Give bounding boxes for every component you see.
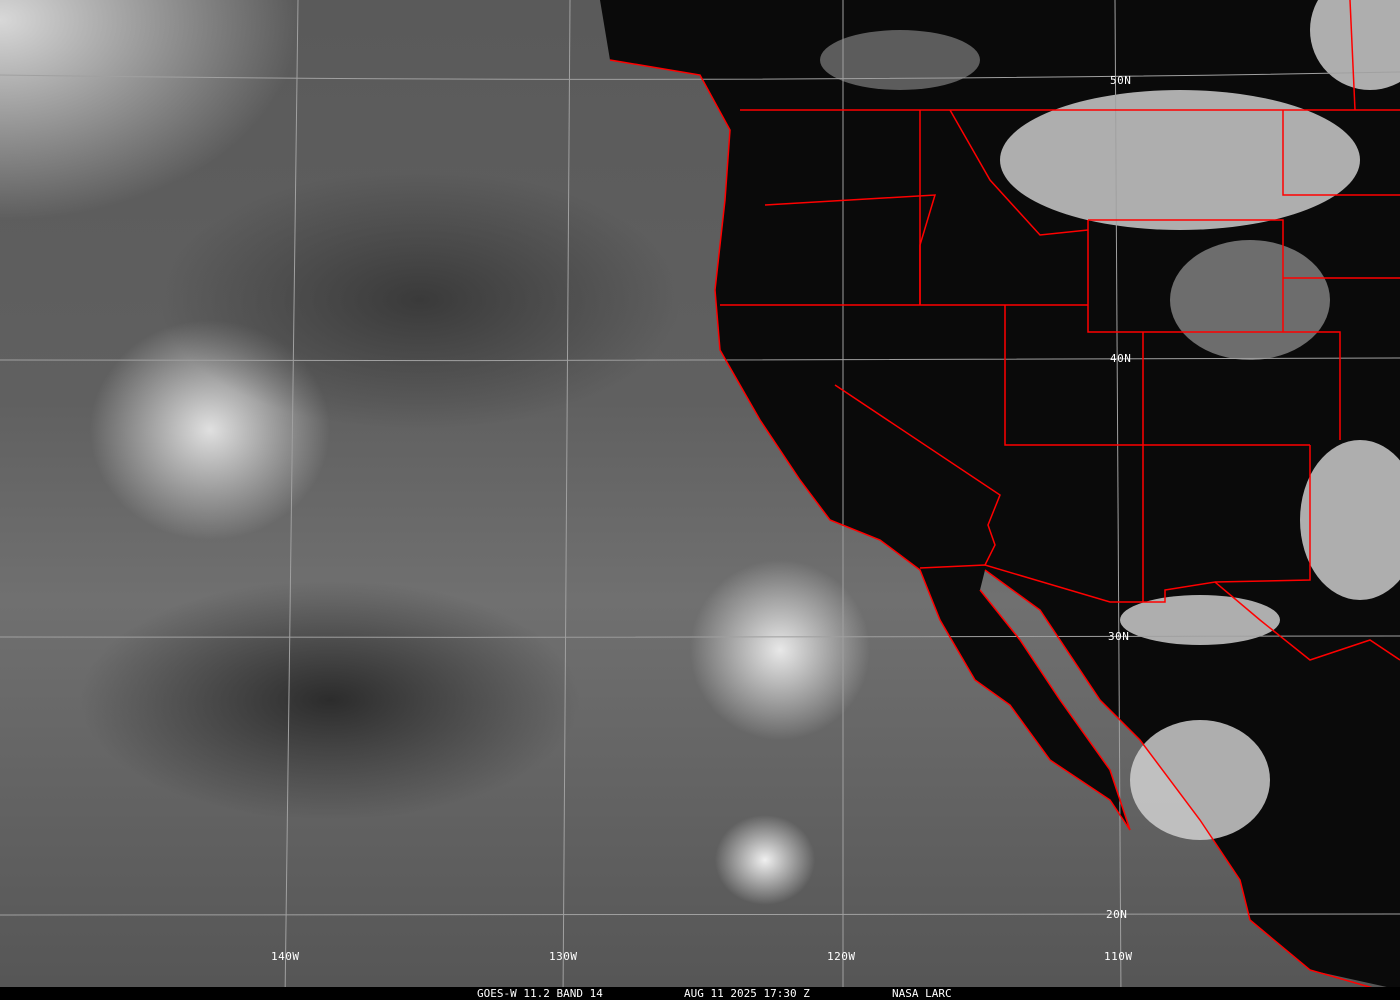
coastline [609, 59, 1131, 831]
lat-label-30n: 30N [1108, 630, 1130, 643]
lon-label-130w: 130W [549, 950, 578, 963]
lon-label-120w: 120W [827, 950, 856, 963]
cloud-cover [820, 0, 1400, 840]
caption-satellite: GOES-W 11.2 BAND 14 [477, 987, 603, 1000]
lat-label-50n: 50N [1110, 74, 1132, 87]
mexico-coast [984, 569, 1381, 991]
image-caption: GOES-W 11.2 BAND 14 AUG 11 2025 17:30 Z … [0, 987, 1400, 1000]
baja-gulf-coast [979, 589, 1131, 831]
lon-label-140w: 140W [271, 950, 300, 963]
lon-label-110w: 110W [1104, 950, 1133, 963]
caption-source: NASA LARC [892, 987, 952, 1000]
lat-label-20n: 20N [1106, 908, 1128, 921]
borders [609, 0, 1400, 991]
lat-label-40n: 40N [1110, 352, 1132, 365]
caption-datetime: AUG 11 2025 17:30 Z [684, 987, 810, 1000]
